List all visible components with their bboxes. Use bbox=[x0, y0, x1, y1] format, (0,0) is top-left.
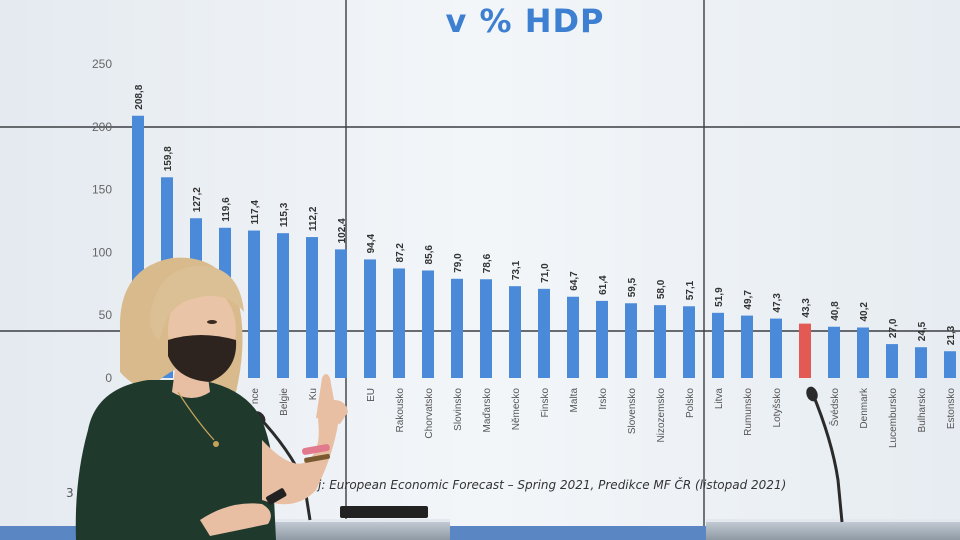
data-label: 94,4 bbox=[366, 234, 377, 254]
data-label: 58,0 bbox=[656, 279, 667, 299]
category-label: Litva bbox=[714, 388, 725, 410]
category-label: EU bbox=[366, 388, 377, 402]
data-label: 112,2 bbox=[308, 206, 319, 231]
data-label: 43,3 bbox=[801, 298, 812, 318]
bar bbox=[654, 305, 666, 378]
bar bbox=[509, 286, 521, 378]
data-label: 73,1 bbox=[511, 260, 522, 280]
data-label: 49,7 bbox=[743, 290, 754, 310]
slide-title: v % HDP bbox=[445, 2, 605, 40]
bar bbox=[567, 296, 579, 378]
data-label: 71,0 bbox=[540, 263, 551, 283]
lectern-right bbox=[706, 519, 960, 540]
bar bbox=[944, 351, 956, 378]
speaker-dress bbox=[75, 380, 276, 540]
bar bbox=[886, 344, 898, 378]
data-label: 40,2 bbox=[859, 302, 870, 322]
y-tick-label: 150 bbox=[92, 183, 112, 197]
speaker-raised-arm bbox=[262, 400, 340, 505]
microphone-right bbox=[806, 386, 844, 523]
bar bbox=[248, 230, 260, 378]
bar bbox=[770, 318, 782, 378]
data-label: 102,4 bbox=[337, 218, 348, 243]
data-label: 79,0 bbox=[453, 253, 464, 273]
category-label: nce bbox=[250, 388, 261, 405]
data-label: 27,0 bbox=[888, 318, 899, 338]
category-label: Denmark bbox=[859, 387, 870, 429]
data-label: 127,2 bbox=[192, 187, 203, 212]
bar bbox=[393, 268, 405, 378]
category-label: Finsko bbox=[540, 388, 551, 418]
bar bbox=[828, 326, 840, 378]
category-labels: nce Belgie Ku EU Rakousko Chorvatsko Slovinsko… bbox=[250, 387, 957, 448]
data-label: 47,3 bbox=[772, 293, 783, 313]
speaker-person bbox=[75, 257, 348, 540]
y-tick-label: 100 bbox=[92, 245, 112, 259]
y-tick-label: 50 bbox=[99, 308, 113, 322]
bar bbox=[683, 306, 695, 378]
bar bbox=[364, 259, 376, 378]
data-label: 115,3 bbox=[279, 202, 290, 227]
y-tick-label: 250 bbox=[92, 57, 112, 71]
bar bbox=[857, 327, 869, 378]
bar bbox=[451, 278, 463, 378]
data-label: 61,4 bbox=[598, 275, 609, 295]
source-note: j: European Economic Forecast – Spring 2… bbox=[318, 478, 787, 492]
category-label: Ku bbox=[308, 388, 319, 400]
data-label: 59,5 bbox=[627, 277, 638, 297]
category-label: Irsko bbox=[598, 388, 609, 410]
category-label: Rakousko bbox=[395, 388, 406, 433]
bar bbox=[596, 300, 608, 378]
bar bbox=[538, 288, 550, 378]
y-axis-ticks: 250 200 150 100 50 0 bbox=[92, 57, 112, 385]
category-label: Maďarsko bbox=[482, 388, 493, 433]
category-label: Malta bbox=[569, 388, 580, 413]
data-label: 57,1 bbox=[685, 280, 696, 300]
category-label: Slovinsko bbox=[453, 388, 464, 431]
data-label: 117,4 bbox=[250, 200, 261, 225]
data-label: 40,8 bbox=[830, 301, 841, 321]
data-label: 24,5 bbox=[917, 321, 928, 341]
data-label: 85,6 bbox=[424, 245, 435, 265]
category-label: Švédsko bbox=[828, 388, 841, 427]
bar bbox=[335, 249, 347, 378]
category-label: Polsko bbox=[685, 388, 696, 418]
bar bbox=[625, 303, 637, 378]
face-mask bbox=[168, 335, 237, 382]
category-label: Bulharsko bbox=[917, 388, 928, 433]
category-label: Nizozemsko bbox=[656, 388, 667, 443]
y-tick-label: 200 bbox=[92, 120, 112, 134]
data-label: 119,6 bbox=[221, 197, 232, 222]
category-label: Slovensko bbox=[627, 388, 638, 435]
bar bbox=[799, 323, 811, 378]
bar bbox=[915, 347, 927, 378]
data-label: 87,2 bbox=[395, 243, 406, 263]
bar bbox=[306, 237, 318, 378]
data-label: 64,7 bbox=[569, 271, 580, 291]
data-label: 78,6 bbox=[482, 253, 493, 273]
bar bbox=[422, 270, 434, 378]
slide-page-number: 3 bbox=[66, 486, 74, 500]
category-label: Lotyšsko bbox=[772, 388, 783, 428]
category-label: Lucembursko bbox=[888, 388, 899, 448]
category-label: Chorvatsko bbox=[424, 388, 435, 439]
data-labels: 208,8 159,8 127,2 119,6 117,4 115,3 112,2 102,4… bbox=[134, 84, 957, 345]
data-label: 159,8 bbox=[163, 146, 174, 171]
category-label: Estonsko bbox=[946, 388, 957, 430]
bar bbox=[741, 315, 753, 378]
category-label: Německo bbox=[511, 388, 522, 431]
bar bbox=[712, 312, 724, 378]
bar bbox=[277, 233, 289, 378]
category-label: Belgie bbox=[279, 388, 290, 416]
data-label: 51,9 bbox=[714, 287, 725, 307]
data-label: 21,3 bbox=[946, 325, 957, 345]
data-label: 208,8 bbox=[134, 84, 145, 109]
y-tick-label: 0 bbox=[105, 371, 112, 385]
category-label: Rumunsko bbox=[743, 388, 754, 436]
bar bbox=[480, 279, 492, 378]
